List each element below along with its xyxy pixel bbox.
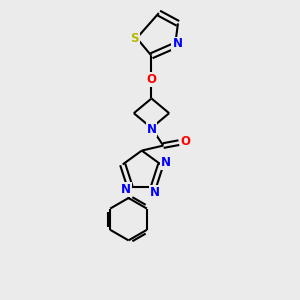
Text: N: N bbox=[172, 38, 182, 50]
Text: N: N bbox=[146, 123, 157, 136]
Text: N: N bbox=[150, 186, 160, 199]
Text: N: N bbox=[121, 183, 130, 196]
Text: N: N bbox=[161, 157, 171, 169]
Text: O: O bbox=[181, 135, 190, 148]
Text: S: S bbox=[130, 32, 139, 45]
Text: O: O bbox=[146, 73, 157, 86]
